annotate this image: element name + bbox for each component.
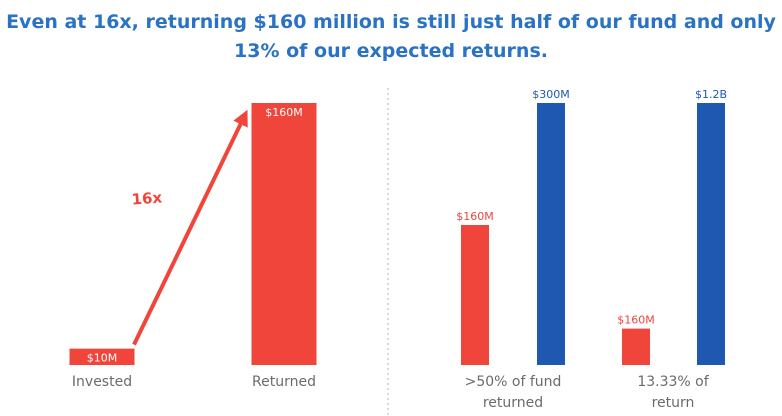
growth-arrow — [132, 109, 248, 346]
bar-red-1 — [461, 225, 489, 365]
bar-blue-2 — [697, 103, 725, 365]
bar-invested — [69, 348, 135, 365]
bar-blue-1 — [537, 103, 565, 365]
data-label-returned: $160M — [265, 106, 303, 119]
data-label-blue-2: $1.2B — [695, 88, 727, 101]
data-label-invested: $10M — [87, 352, 118, 365]
chart-title: Even at 16x, returning $160 million is s… — [0, 8, 782, 66]
x-tick-label-group-2-line-1: 13.33% of — [637, 374, 709, 390]
x-tick-label-group-1-line-2: returned — [483, 395, 543, 411]
x-tick-label-invested: Invested — [72, 374, 132, 390]
x-tick-label-returned: Returned — [252, 374, 316, 390]
x-tick-label-group-1-line-1: >50% of fund — [465, 374, 562, 390]
data-label-red-1: $160M — [456, 210, 494, 223]
x-tick-label-group-2-line-2: return — [652, 395, 695, 411]
data-label-blue-1: $300M — [532, 88, 570, 101]
chart-title-line-1: Even at 16x, returning $160 million is s… — [6, 11, 776, 33]
growth-annotation: 16x — [131, 188, 163, 208]
chart-title-line-2: 13% of our expected returns. — [234, 40, 548, 62]
data-label-red-2: $160M — [617, 314, 655, 327]
bar-returned — [251, 103, 317, 365]
bar-red-2 — [622, 328, 650, 365]
